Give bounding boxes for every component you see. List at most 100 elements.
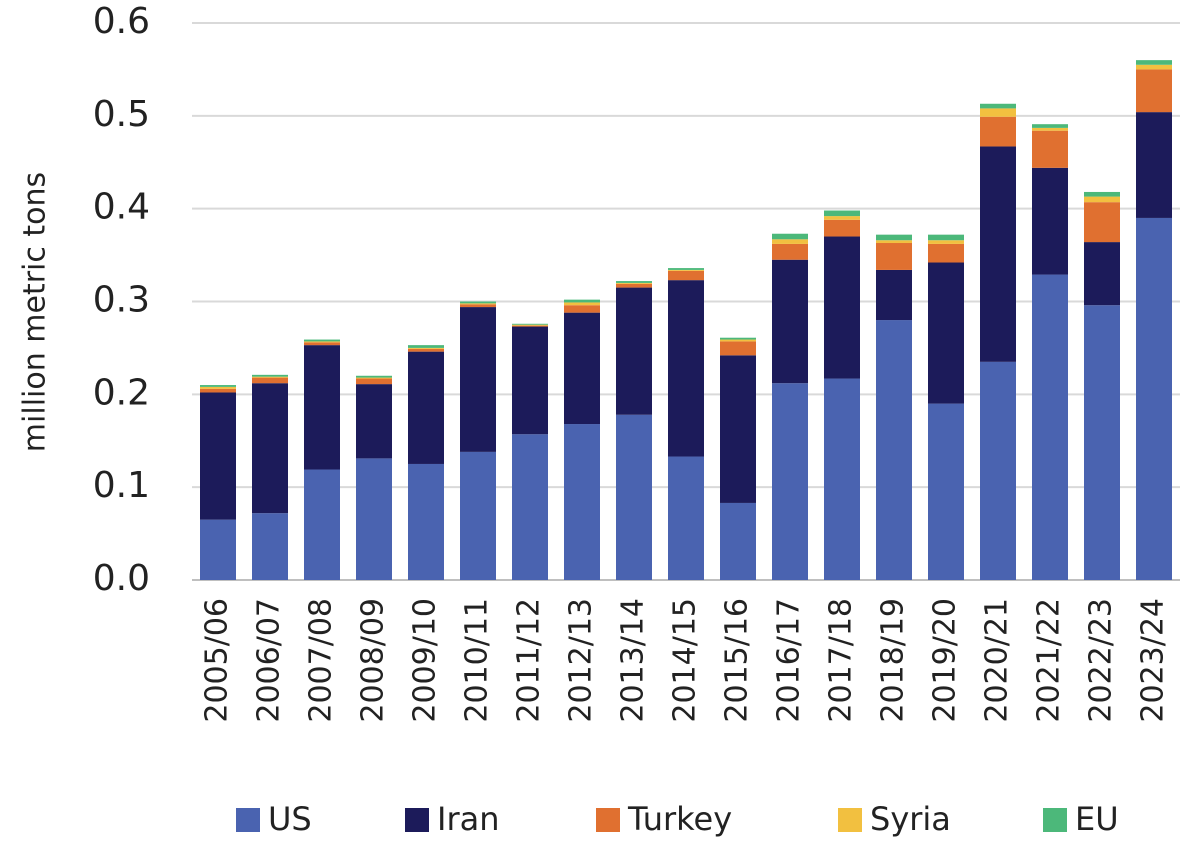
bar-segment <box>876 243 912 270</box>
bar-segment <box>512 325 548 327</box>
bar-segment <box>824 219 860 237</box>
x-tick-label: 2006/07 <box>252 598 287 723</box>
bar-segment <box>304 341 340 343</box>
bar-segment <box>720 337 756 340</box>
bar-segment <box>720 341 756 356</box>
bar-segment <box>356 384 392 459</box>
bar-segment <box>512 323 548 325</box>
bar-segment <box>668 270 704 281</box>
bar-segment <box>252 377 288 384</box>
bar-segment <box>772 259 808 384</box>
bar-segment <box>876 234 912 241</box>
bar-segment <box>1136 60 1172 65</box>
bar-segment <box>824 236 860 379</box>
x-tick-label: 2016/17 <box>772 598 807 723</box>
bar-segment <box>1136 69 1172 113</box>
x-tick-label: 2021/22 <box>1032 598 1067 723</box>
bar-segment <box>252 376 288 378</box>
legend-swatch <box>596 808 620 832</box>
legend-swatch <box>838 808 862 832</box>
bar-segment <box>408 463 444 580</box>
x-tick-label: 2015/16 <box>720 598 755 723</box>
bar-segment <box>668 456 704 580</box>
bar-segment <box>980 108 1016 117</box>
y-tick-label: 0.3 <box>93 280 150 321</box>
bar-segment <box>1032 130 1068 168</box>
bar-segment <box>252 513 288 580</box>
bar-segment <box>564 305 600 313</box>
x-tick-label: 2020/21 <box>980 598 1015 723</box>
bar-segment <box>772 243 808 260</box>
y-tick-label: 0.6 <box>93 1 150 42</box>
bar-segment <box>1136 64 1172 70</box>
bar-segment <box>980 361 1016 580</box>
bar-segment <box>668 268 704 270</box>
bar-segment <box>460 301 496 304</box>
bar-segment <box>200 388 236 393</box>
legend-label: Iran <box>437 800 499 838</box>
bar-segment <box>1136 217 1172 580</box>
bar-segment <box>824 378 860 580</box>
bar-segment <box>616 283 652 288</box>
bar-segment <box>408 345 444 348</box>
bar-segment <box>928 262 964 404</box>
x-tick-label: 2010/11 <box>460 598 495 723</box>
bar-segment <box>824 210 860 217</box>
bar-segment <box>876 320 912 580</box>
bar-segment <box>304 345 340 470</box>
bar-segment <box>824 216 860 220</box>
legend-label: Syria <box>870 800 951 838</box>
bar-segment <box>304 339 340 342</box>
bar-segment <box>460 304 496 308</box>
y-tick-label: 0.0 <box>93 558 150 599</box>
x-tick-label: 2012/13 <box>564 598 599 723</box>
bar-segment <box>304 342 340 346</box>
bar-segment <box>980 103 1016 109</box>
bar-segment <box>668 280 704 457</box>
y-tick-label: 0.1 <box>93 465 150 506</box>
legend-label: US <box>268 800 312 838</box>
bar-segment <box>564 299 600 303</box>
bar-segment <box>512 326 548 435</box>
bar-segment <box>1084 305 1120 580</box>
bar-segment <box>408 348 444 352</box>
bar-segment <box>356 375 392 378</box>
bar-segment <box>252 374 288 377</box>
bar-segment <box>1084 242 1120 306</box>
y-tick-label: 0.4 <box>93 187 150 228</box>
bar-segment <box>356 378 392 385</box>
legend-label: EU <box>1075 800 1119 838</box>
y-axis-label: million metric tons <box>18 172 53 452</box>
x-tick-label: 2011/12 <box>512 598 547 723</box>
bar-segment <box>408 351 444 464</box>
bar-segment <box>200 385 236 387</box>
bar-segment <box>512 434 548 580</box>
bar-segment <box>1032 167 1068 275</box>
x-tick-label: 2014/15 <box>668 598 703 723</box>
bar-segment <box>460 307 496 452</box>
x-tick-label: 2005/06 <box>200 598 235 723</box>
bar-segment <box>408 347 444 349</box>
bar-segment <box>564 424 600 580</box>
bar-segment <box>460 303 496 305</box>
x-tick-label: 2022/23 <box>1084 598 1119 723</box>
bar-segment <box>772 233 808 240</box>
x-tick-label: 2017/18 <box>824 598 859 723</box>
bar-segment <box>720 339 756 342</box>
bar-segment <box>304 469 340 580</box>
bar-segment <box>356 458 392 580</box>
legend-swatch <box>405 808 429 832</box>
bar-segment <box>1032 124 1068 128</box>
x-tick-label: 2018/19 <box>876 598 911 723</box>
bar-segment <box>200 392 236 520</box>
bar-segment <box>772 383 808 580</box>
bar-segment <box>200 386 236 389</box>
bar-segment <box>928 243 964 263</box>
legend-label: Turkey <box>627 800 732 838</box>
bar-segment <box>616 414 652 580</box>
bar-segment <box>1136 112 1172 218</box>
bar-segment <box>720 355 756 503</box>
bar-segment <box>1032 127 1068 131</box>
x-tick-label: 2019/20 <box>928 598 963 723</box>
